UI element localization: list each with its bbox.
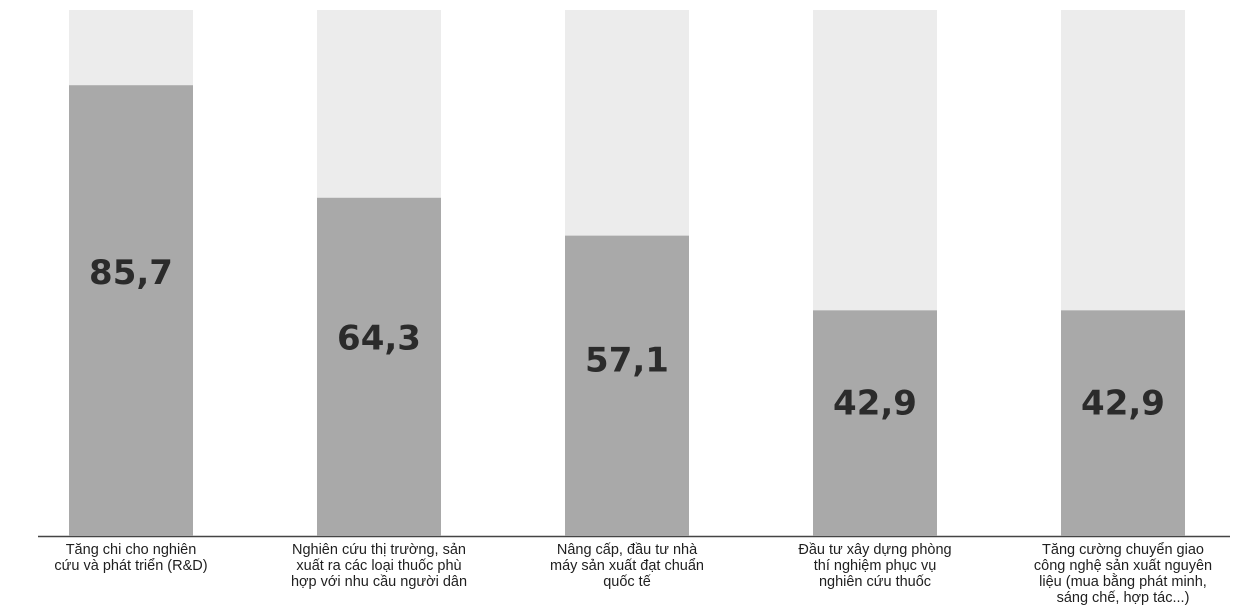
data-label-1: 85,7 bbox=[89, 253, 173, 293]
data-label-3: 57,1 bbox=[585, 340, 669, 380]
category-label-2: Nghiên cứu thị trường, sản xuất ra các l… bbox=[290, 542, 468, 590]
bar-2 bbox=[317, 197, 441, 537]
data-label-5: 42,9 bbox=[1081, 384, 1165, 424]
category-label-1: Tăng chi cho nghiên cứu và phát triển (R… bbox=[54, 542, 208, 574]
data-label-2: 64,3 bbox=[337, 318, 421, 358]
category-label-5: Tăng cường chuyển giao công nghệ sản xuấ… bbox=[1033, 542, 1213, 606]
category-label-3: Nâng cấp, đầu tư nhà máy sản xuất đạt ch… bbox=[550, 542, 704, 590]
bar-3 bbox=[565, 235, 689, 537]
bar-5 bbox=[1061, 310, 1185, 536]
data-label-4: 42,9 bbox=[833, 384, 917, 424]
bar-1 bbox=[69, 85, 193, 536]
bar-4 bbox=[813, 310, 937, 536]
category-label-4: Đầu tư xây dựng phòng thí nghiệm phục vụ… bbox=[798, 542, 952, 590]
